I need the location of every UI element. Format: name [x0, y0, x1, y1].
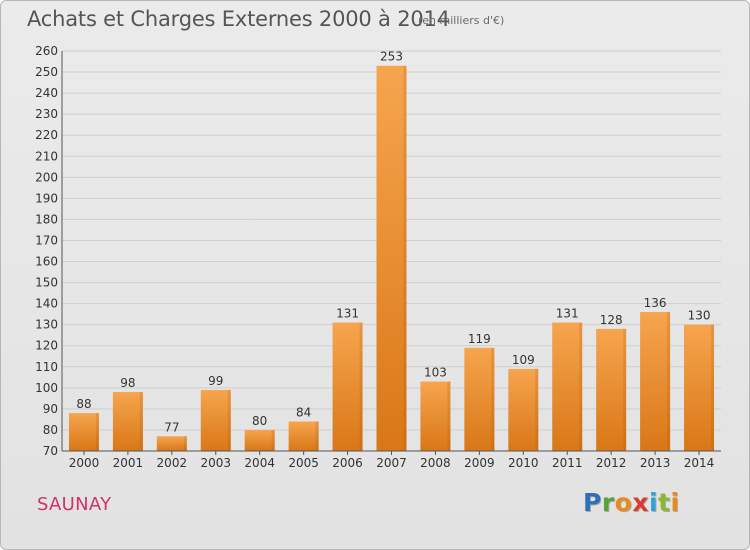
value-label-2010: 109 — [512, 353, 535, 367]
y-tick-label: 80 — [43, 423, 58, 437]
bar-2014 — [684, 324, 715, 451]
chart-title: Achats et Charges Externes 2000 à 2014 — [27, 7, 450, 31]
value-label-2004: 80 — [252, 414, 267, 428]
proxiti-logo[interactable]: Proxiti — [583, 488, 680, 517]
y-tick-label: 140 — [35, 297, 58, 311]
y-tick-label: 110 — [35, 360, 58, 374]
y-tick-label: 150 — [35, 276, 58, 290]
y-tick-label: 260 — [35, 44, 58, 58]
y-tick-label: 130 — [35, 318, 58, 332]
chart-unit: (en milliers d'€) — [418, 14, 505, 27]
bar-shade — [359, 322, 363, 451]
value-label-2000: 88 — [76, 397, 91, 411]
value-label-2001: 98 — [120, 376, 135, 390]
bars: 88 98 77 99 80 84 131 253 103 119 109 131 128 136 130 — [68, 50, 715, 451]
x-tick-label-2007: 2007 — [376, 456, 407, 470]
x-tick-label-2012: 2012 — [596, 456, 627, 470]
bar-2013 — [640, 312, 671, 451]
bar-2002 — [156, 436, 187, 451]
logo-letter: P — [583, 488, 602, 517]
bar-shade — [579, 322, 583, 451]
x-tick-label-2014: 2014 — [684, 456, 715, 470]
value-label-2007: 253 — [380, 50, 403, 64]
bar-shade — [711, 324, 715, 451]
y-tick-label: 160 — [35, 255, 58, 269]
x-tick-label-2008: 2008 — [420, 456, 451, 470]
bar-2004 — [244, 429, 275, 451]
x-tick-label-2013: 2013 — [640, 456, 671, 470]
value-label-2014: 130 — [688, 309, 711, 323]
logo-letter: o — [614, 488, 633, 517]
y-tick-label: 220 — [35, 128, 58, 142]
logo-letter: t — [658, 488, 671, 517]
value-label-2003: 99 — [208, 374, 223, 388]
x-tick-label-2006: 2006 — [332, 456, 363, 470]
x-tick-label-2009: 2009 — [464, 456, 495, 470]
bar-2000 — [68, 413, 99, 451]
bar-2011 — [552, 322, 583, 451]
logo-letter: i — [649, 488, 659, 517]
y-tick-label: 70 — [43, 444, 58, 458]
value-label-2009: 119 — [468, 332, 491, 346]
x-tick-label-2011: 2011 — [552, 456, 583, 470]
y-tick-label: 250 — [35, 65, 58, 79]
value-label-2006: 131 — [336, 307, 359, 321]
bar-2007 — [376, 65, 407, 451]
y-tick-label: 210 — [35, 149, 58, 163]
bar-shade — [95, 413, 99, 451]
value-label-2008: 103 — [424, 366, 447, 380]
y-tick-label: 120 — [35, 339, 58, 353]
bar-shade — [491, 347, 495, 451]
bar-shade — [139, 392, 143, 451]
logo-letter: i — [670, 488, 680, 517]
y-tick-label: 190 — [35, 191, 58, 205]
y-tick-label: 240 — [35, 86, 58, 100]
bar-shade — [447, 381, 451, 451]
bar-shade — [623, 328, 627, 451]
bar-2003 — [200, 389, 231, 451]
value-label-2011: 131 — [556, 307, 579, 321]
y-tick-label: 180 — [35, 212, 58, 226]
y-tick-label: 170 — [35, 233, 58, 247]
x-tick-label-2000: 2000 — [69, 456, 100, 470]
bar-2010 — [508, 368, 539, 451]
bar-shade — [403, 65, 407, 451]
bar-2006 — [332, 322, 363, 451]
y-tick-label: 100 — [35, 381, 58, 395]
x-tick-label-2002: 2002 — [157, 456, 188, 470]
bar-2012 — [596, 328, 627, 451]
bar-shade — [271, 429, 275, 451]
x-tick-label-2005: 2005 — [288, 456, 319, 470]
bar-2001 — [112, 392, 143, 451]
x-tick-label-2003: 2003 — [200, 456, 231, 470]
value-label-2002: 77 — [164, 420, 179, 434]
x-tick-label-2004: 2004 — [244, 456, 275, 470]
value-label-2013: 136 — [644, 296, 667, 310]
value-label-2005: 84 — [296, 406, 311, 420]
y-tick-label: 230 — [35, 107, 58, 121]
axes: 7080901001101201301401501601701801902002… — [35, 44, 721, 470]
x-tick-label-2001: 2001 — [113, 456, 144, 470]
bar-shade — [183, 436, 187, 451]
logo-letter: x — [632, 488, 649, 517]
bar-shade — [535, 368, 539, 451]
value-label-2012: 128 — [600, 313, 623, 327]
y-tick-label: 200 — [35, 170, 58, 184]
bar-2008 — [420, 381, 451, 451]
bar-2005 — [288, 421, 319, 451]
bar-shade — [315, 421, 319, 451]
bar-shade — [667, 312, 671, 451]
x-tick-label-2010: 2010 — [508, 456, 539, 470]
commune-name: SAUNAY — [37, 494, 112, 515]
bar-2009 — [464, 347, 495, 451]
bar-shade — [227, 389, 231, 451]
logo-letter: r — [601, 488, 615, 517]
y-tick-label: 90 — [43, 402, 58, 416]
